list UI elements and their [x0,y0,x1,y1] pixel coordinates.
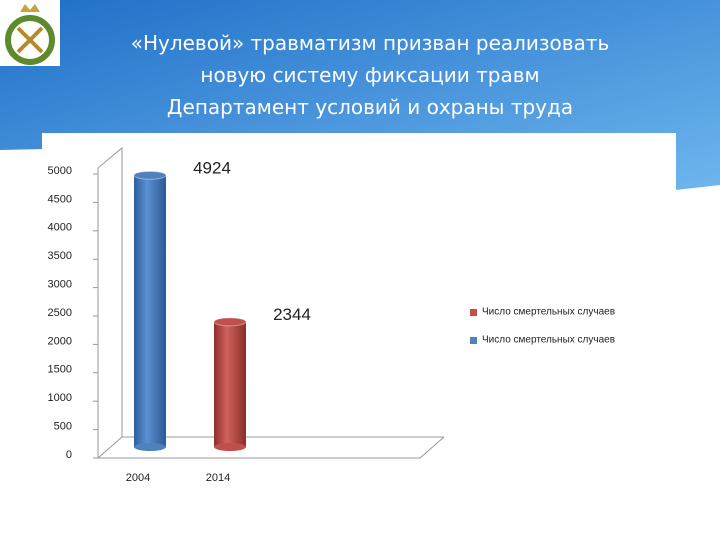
bar [134,175,166,447]
y-tick-label: 3000 [48,279,72,291]
bar-base [134,443,166,451]
data-label: 4924 [193,158,231,177]
y-tick-label: 2500 [48,307,72,319]
y-tick-label: 4000 [48,222,72,234]
logo [0,0,60,66]
bar-cap [133,170,167,180]
y-tick-label: 0 [66,449,72,461]
title-line: «Нулевой» травматизм призван реализовать [131,31,610,55]
legend-swatch [470,309,477,316]
legend-swatch [470,337,477,344]
y-tick-label: 1500 [48,364,72,376]
bar-base [214,443,246,451]
y-tick-label: 4500 [48,193,72,205]
y-tick-label: 1000 [48,392,72,404]
y-tick-label: 3500 [48,250,72,262]
chart-frame [97,146,445,459]
data-label: 2344 [273,305,311,324]
y-tick-label: 500 [54,421,72,433]
x-tick-label: 2004 [126,472,150,484]
y-tick-label: 2000 [48,335,72,347]
bar [214,321,246,447]
y-tick-label: 5000 [48,165,72,177]
legend-label: Число смертельных случаев [482,335,615,346]
x-tick-label: 2014 [206,472,230,484]
title-line: Департамент условий и охраны труда [167,95,573,119]
title-line: новую систему фиксации травм [200,63,539,87]
legend-label: Число смертельных случаев [482,307,615,318]
bar-cap [213,317,247,327]
